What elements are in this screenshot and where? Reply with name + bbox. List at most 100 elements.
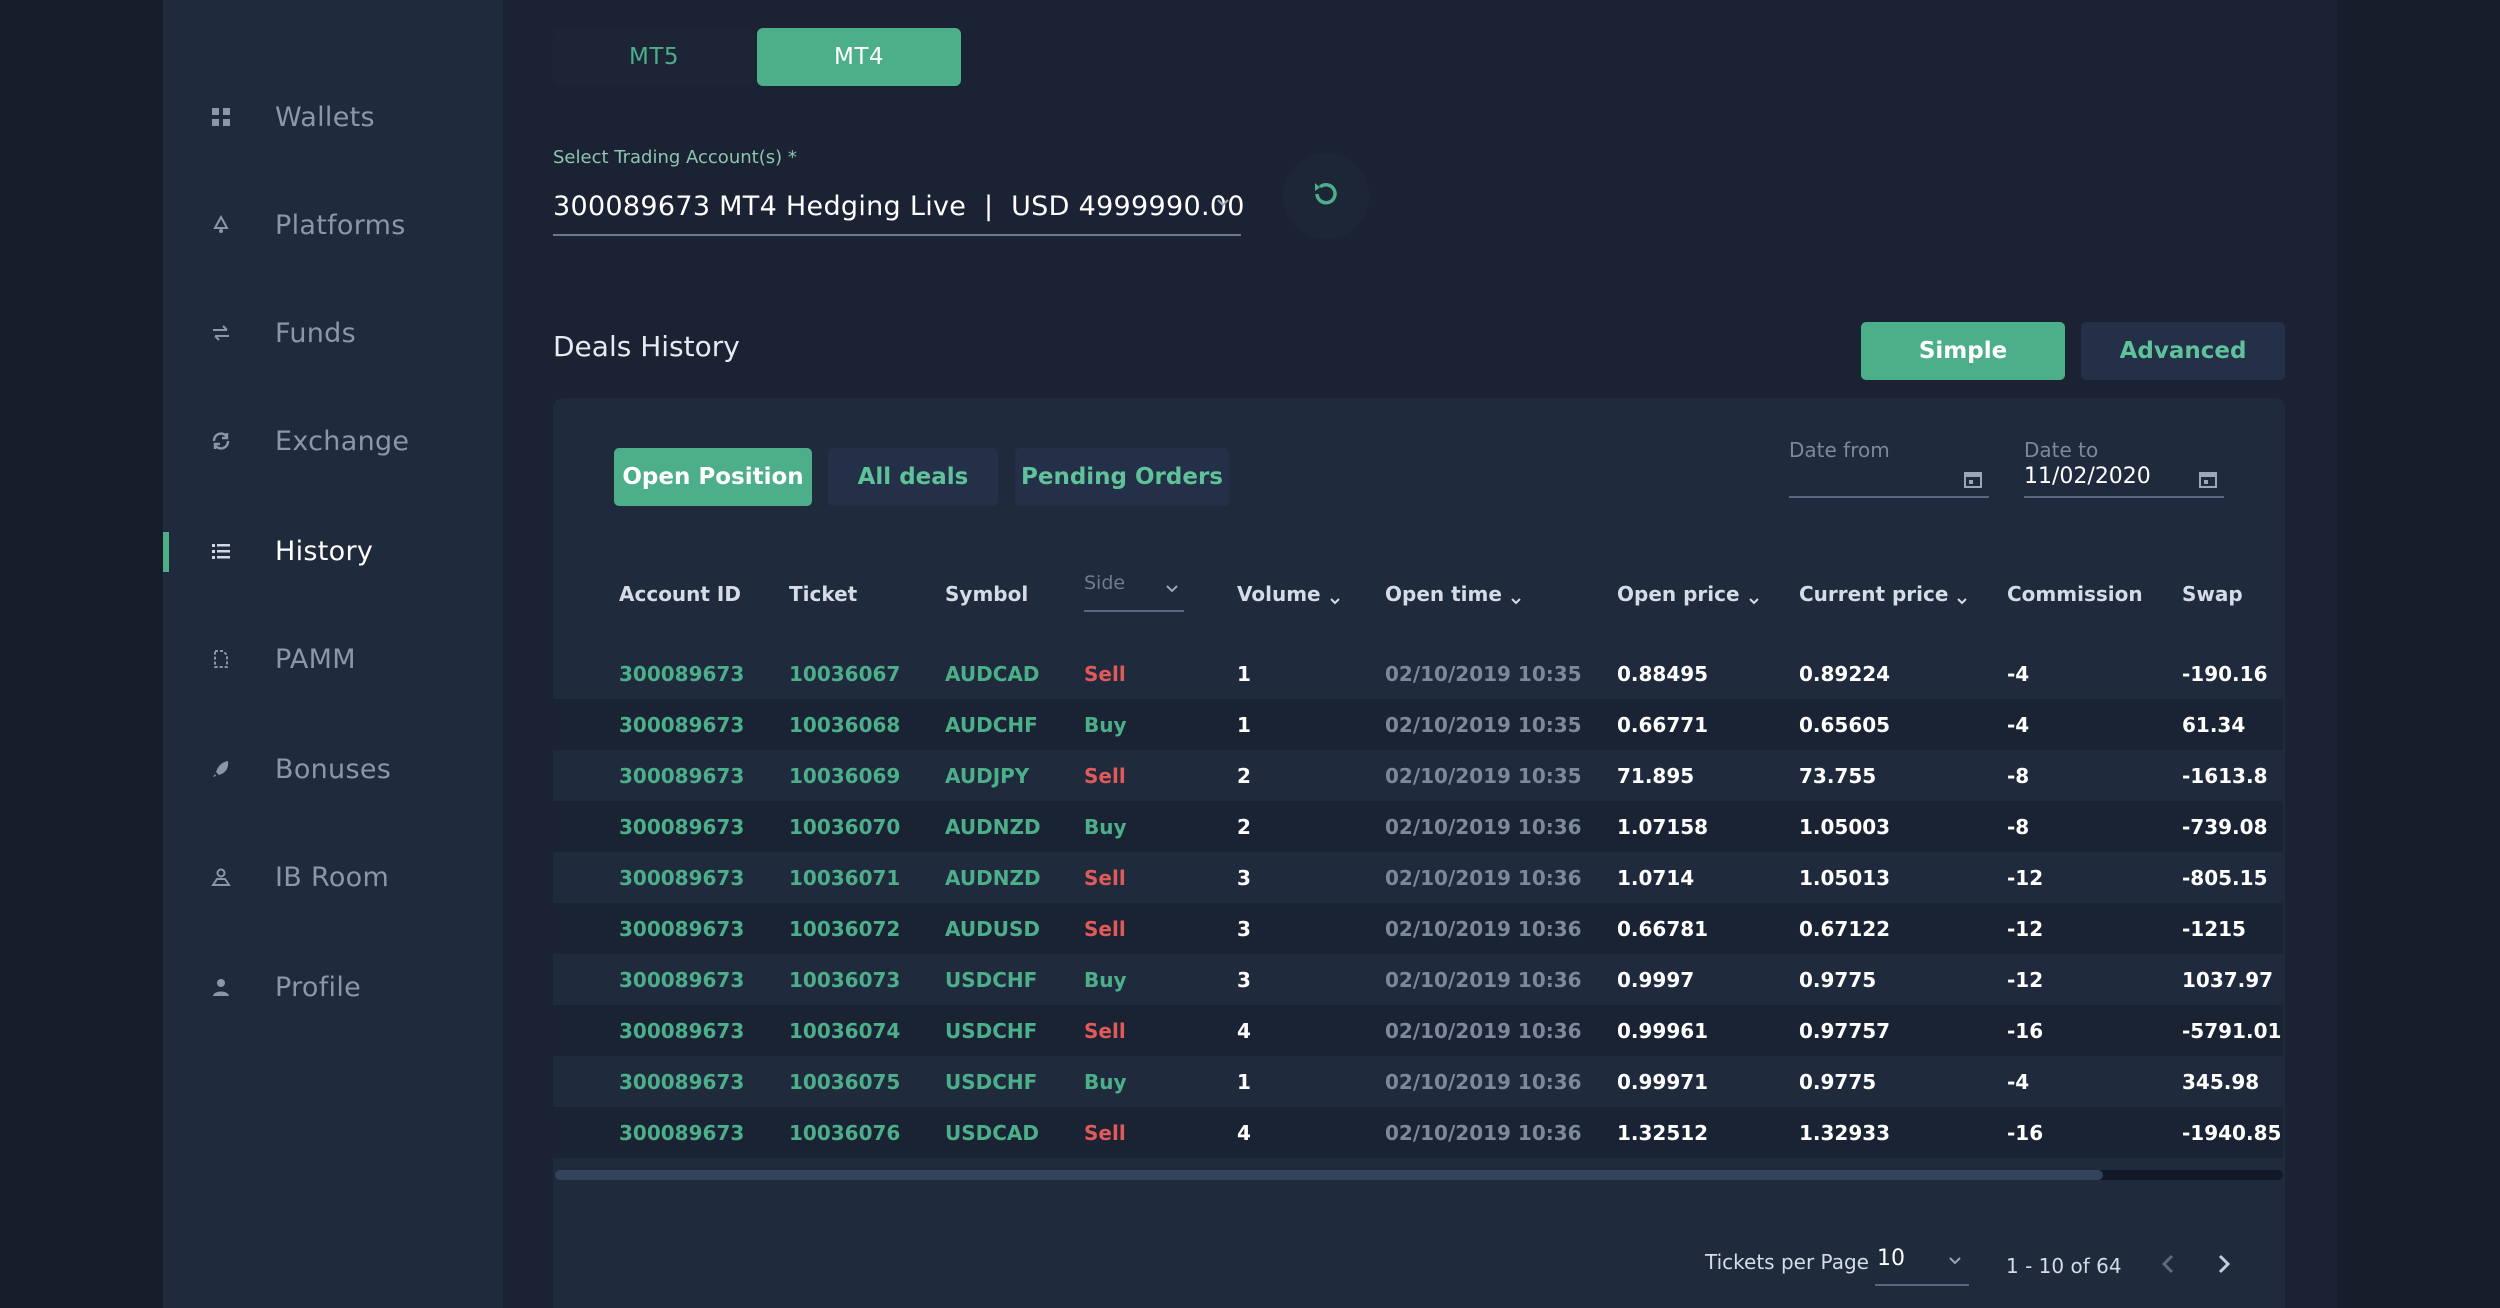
per-page-select[interactable]: 10 bbox=[1875, 1238, 1969, 1286]
cell-open-time: 02/10/2019 10:36 bbox=[1385, 1069, 1582, 1094]
filter-open-position[interactable]: Open Position bbox=[614, 448, 812, 506]
scrollbar-thumb[interactable] bbox=[555, 1170, 2103, 1180]
cell-account-id[interactable]: 300089673 bbox=[619, 865, 745, 890]
deals-panel: Open Position All deals Pending Orders D… bbox=[553, 398, 2285, 1308]
cell-side: Sell bbox=[1084, 916, 1126, 941]
side-filter-select[interactable]: Side bbox=[1084, 566, 1184, 612]
cell-commission: -4 bbox=[2007, 661, 2030, 686]
filter-all-deals[interactable]: All deals bbox=[828, 448, 998, 506]
cell-account-id[interactable]: 300089673 bbox=[619, 814, 745, 839]
col-commission[interactable]: Commission bbox=[2007, 582, 2143, 606]
col-label: Ticket bbox=[789, 582, 858, 606]
cell-symbol: AUDNZD bbox=[945, 814, 1041, 839]
advanced-mode-button[interactable]: Advanced bbox=[2081, 322, 2285, 380]
cell-side: Buy bbox=[1084, 712, 1127, 737]
cell-account-id[interactable]: 300089673 bbox=[619, 1069, 745, 1094]
calendar-icon[interactable] bbox=[2198, 469, 2218, 489]
calendar-icon[interactable] bbox=[1963, 469, 1983, 489]
cell-account-id[interactable]: 300089673 bbox=[619, 712, 745, 737]
cell-open-time: 02/10/2019 10:36 bbox=[1385, 916, 1582, 941]
table-row[interactable]: 300089673 10036070 AUDNZD Buy 2 02/10/2019 10… bbox=[553, 801, 2283, 852]
cell-account-id[interactable]: 300089673 bbox=[619, 763, 745, 788]
date-to-value: 11/02/2020 bbox=[2024, 464, 2151, 489]
col-ticket[interactable]: Ticket bbox=[789, 582, 857, 606]
cell-ticket[interactable]: 10036073 bbox=[789, 967, 901, 992]
cell-current-price: 0.9775 bbox=[1799, 967, 1877, 992]
sidebar-item-profile[interactable]: Profile bbox=[163, 952, 503, 1022]
col-open-price[interactable]: Open price bbox=[1617, 582, 1760, 606]
cell-volume: 4 bbox=[1237, 1018, 1251, 1043]
sidebar-item-label: IB Room bbox=[275, 861, 390, 893]
sidebar-item-history[interactable]: History bbox=[163, 516, 503, 586]
sidebar-item-funds[interactable]: Funds bbox=[163, 298, 503, 368]
col-label: Symbol bbox=[945, 582, 1029, 606]
table-row[interactable]: 300089673 10036076 USDCAD Sell 4 02/10/2019 1… bbox=[553, 1107, 2283, 1158]
table-row[interactable]: 300089673 10036073 USDCHF Buy 3 02/10/2019 10… bbox=[553, 954, 2283, 1005]
cell-open-price: 1.0714 bbox=[1617, 865, 1695, 890]
cell-account-id[interactable]: 300089673 bbox=[619, 1018, 745, 1043]
col-volume[interactable]: Volume bbox=[1237, 582, 1341, 606]
cell-symbol: AUDCAD bbox=[945, 661, 1040, 686]
sidebar-item-exchange[interactable]: Exchange bbox=[163, 406, 503, 476]
cell-current-price: 0.65605 bbox=[1799, 712, 1891, 737]
cell-open-price: 0.99971 bbox=[1617, 1069, 1709, 1094]
sidebar-item-platforms[interactable]: Platforms bbox=[163, 190, 503, 260]
horizontal-scrollbar[interactable] bbox=[555, 1170, 2283, 1180]
cell-commission: -12 bbox=[2007, 916, 2044, 941]
col-swap[interactable]: Swap bbox=[2182, 582, 2243, 606]
sidebar-item-bonuses[interactable]: Bonuses bbox=[163, 734, 503, 804]
col-symbol[interactable]: Symbol bbox=[945, 582, 1028, 606]
cell-ticket[interactable]: 10036067 bbox=[789, 661, 901, 686]
cell-current-price: 73.755 bbox=[1799, 763, 1877, 788]
cell-volume: 2 bbox=[1237, 814, 1251, 839]
date-to-field[interactable]: Date to 11/02/2020 bbox=[2024, 438, 2224, 498]
col-label: Account ID bbox=[619, 582, 741, 606]
cell-symbol: USDCHF bbox=[945, 967, 1038, 992]
table-header: Account ID Ticket Symbol Side Volume Ope… bbox=[553, 558, 2285, 628]
cell-open-price: 0.88495 bbox=[1617, 661, 1709, 686]
table-row[interactable]: 300089673 10036072 AUDUSD Sell 3 02/10/2019 1… bbox=[553, 903, 2283, 954]
sidebar-item-ib-room[interactable]: IB Room bbox=[163, 842, 503, 912]
pagination: Tickets per Page 10 1 - 10 of 64 bbox=[553, 1238, 2283, 1298]
table-row[interactable]: 300089673 10036074 USDCHF Sell 4 02/10/2019 1… bbox=[553, 1005, 2283, 1056]
table-row[interactable]: 300089673 10036068 AUDCHF Buy 1 02/10/2019 10… bbox=[553, 699, 2283, 750]
cell-ticket[interactable]: 10036068 bbox=[789, 712, 901, 737]
tab-mt5[interactable]: MT5 bbox=[553, 28, 755, 86]
grid-icon bbox=[209, 105, 233, 129]
refresh-button[interactable] bbox=[1283, 153, 1369, 239]
col-current-price[interactable]: Current price bbox=[1799, 582, 1968, 606]
chevron-right-icon[interactable] bbox=[2209, 1250, 2237, 1278]
cell-open-time: 02/10/2019 10:35 bbox=[1385, 712, 1582, 737]
cell-commission: -12 bbox=[2007, 865, 2044, 890]
cell-ticket[interactable]: 10036076 bbox=[789, 1120, 901, 1145]
cell-symbol: USDCHF bbox=[945, 1018, 1038, 1043]
cell-account-id[interactable]: 300089673 bbox=[619, 661, 745, 686]
col-label: Open price bbox=[1617, 582, 1740, 606]
cell-ticket[interactable]: 10036070 bbox=[789, 814, 901, 839]
cell-ticket[interactable]: 10036075 bbox=[789, 1069, 901, 1094]
cell-account-id[interactable]: 300089673 bbox=[619, 1120, 745, 1145]
cell-open-price: 1.07158 bbox=[1617, 814, 1709, 839]
simple-mode-button[interactable]: Simple bbox=[1861, 322, 2065, 380]
cell-account-id[interactable]: 300089673 bbox=[619, 916, 745, 941]
account-select[interactable]: 300089673 MT4 Hedging Live | USD 4999990… bbox=[553, 178, 1244, 236]
sidebar-item-wallets[interactable]: Wallets bbox=[163, 82, 503, 152]
cell-ticket[interactable]: 10036071 bbox=[789, 865, 901, 890]
table-row[interactable]: 300089673 10036071 AUDNZD Sell 3 02/10/2019 1… bbox=[553, 852, 2283, 903]
tab-mt4[interactable]: MT4 bbox=[757, 28, 961, 86]
cell-ticket[interactable]: 10036074 bbox=[789, 1018, 901, 1043]
table-row[interactable]: 300089673 10036075 USDCHF Buy 1 02/10/2019 10… bbox=[553, 1056, 2283, 1107]
col-account-id[interactable]: Account ID bbox=[619, 582, 741, 606]
table-row[interactable]: 300089673 10036069 AUDJPY Sell 2 02/10/2019 1… bbox=[553, 750, 2283, 801]
date-from-field[interactable]: Date from bbox=[1789, 438, 1989, 498]
cell-ticket[interactable]: 10036069 bbox=[789, 763, 901, 788]
cell-ticket[interactable]: 10036072 bbox=[789, 916, 901, 941]
cell-account-id[interactable]: 300089673 bbox=[619, 967, 745, 992]
table-row[interactable]: 300089673 10036067 AUDCAD Sell 1 02/10/2019 1… bbox=[553, 648, 2283, 699]
col-open-time[interactable]: Open time bbox=[1385, 582, 1522, 606]
filter-pending-orders[interactable]: Pending Orders bbox=[1015, 448, 1229, 506]
cell-open-time: 02/10/2019 10:36 bbox=[1385, 967, 1582, 992]
cell-volume: 2 bbox=[1237, 763, 1251, 788]
sidebar-item-pamm[interactable]: PAMM bbox=[163, 624, 503, 694]
chevron-left-icon[interactable] bbox=[2155, 1250, 2183, 1278]
